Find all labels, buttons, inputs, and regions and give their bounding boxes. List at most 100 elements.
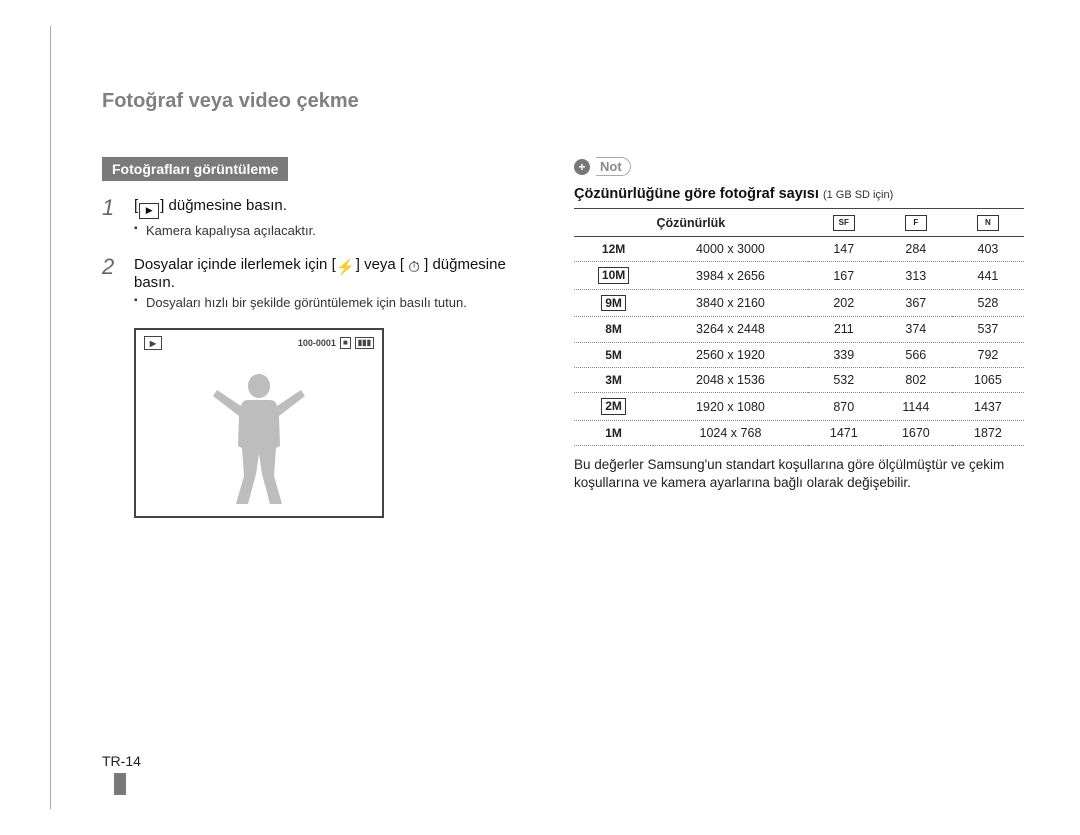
text: Çözünürlüğüne göre fotoğraf sayısı (574, 186, 819, 202)
plus-icon: + (574, 159, 590, 175)
quality-superfine-icon: SF (833, 215, 855, 231)
resolution-icon-cell: 9M (574, 289, 653, 316)
document-page: Fotoğraf veya video çekme Fotoğrafları g… (0, 0, 1080, 835)
col-header-quality-n: N (952, 209, 1024, 237)
photo-count-cell: 211 (808, 317, 880, 342)
page-number-text: TR-14 (102, 753, 141, 769)
photo-count-cell: 566 (880, 342, 952, 367)
battery-icon: ▮▮▮ (355, 337, 374, 349)
photo-count-cell: 1437 (952, 393, 1024, 420)
step-number: 2 (102, 256, 120, 315)
quality-indicator-icon: ■ (340, 337, 351, 349)
resolution-dimensions: 4000 x 3000 (653, 237, 808, 262)
text: ] düğmesine basın. (160, 197, 287, 214)
photo-count-cell: 313 (880, 262, 952, 289)
resolution-size-icon: 8M (602, 322, 625, 336)
flash-icon (337, 260, 355, 274)
quality-fine-icon: F (905, 215, 927, 231)
resolution-size-icon: 9M (601, 295, 626, 311)
photo-count-cell: 441 (952, 262, 1024, 289)
table-footnote: Bu değerler Samsung'un standart koşullar… (574, 456, 1024, 492)
resolution-size-icon: 10M (598, 267, 629, 283)
step-main-text: Dosyalar içinde ilerlemek için [ ] veya [… (134, 256, 542, 292)
resolution-dimensions: 3264 x 2448 (653, 317, 808, 342)
step-body: [ ] düğmesine basın. Kamera kapalıysa açı… (134, 197, 542, 242)
photo-count-cell: 537 (952, 317, 1024, 342)
resolution-table: Çözünürlük SF F N 12M4000 x 300014728440… (574, 208, 1024, 446)
photo-count-cell: 167 (808, 262, 880, 289)
page-number: TR-14 (102, 753, 141, 795)
step-number: 1 (102, 197, 120, 242)
photo-count-cell: 147 (808, 237, 880, 262)
text: ] veya [ (356, 256, 404, 273)
preview-status: 100-0001 ■ ▮▮▮ (298, 336, 374, 350)
resolution-icon-cell: 1M (574, 420, 653, 445)
playback-mode-icon (144, 336, 162, 350)
resolution-size-icon: 2M (601, 398, 626, 414)
col-header-quality-sf: SF (808, 209, 880, 237)
section-heading: Fotoğrafları görüntüleme (102, 157, 288, 181)
step: 1 [ ] düğmesine basın. Kamera kapalıysa a… (102, 197, 542, 242)
table-subheading: Çözünürlüğüne göre fotoğraf sayısı (1 GB… (574, 186, 1024, 202)
left-column: Fotoğrafları görüntüleme 1 [ ] düğmesine … (102, 157, 542, 518)
photo-count-cell: 1144 (880, 393, 952, 420)
timer-icon (405, 260, 423, 274)
col-header-resolution: Çözünürlük (574, 209, 808, 237)
resolution-dimensions: 1920 x 1080 (653, 393, 808, 420)
resolution-icon-cell: 3M (574, 367, 653, 392)
table-row: 3M2048 x 15365328021065 (574, 367, 1024, 392)
text: Dosyalar içinde ilerlemek için [ (134, 256, 336, 273)
step-sub-text: Dosyaları hızlı bir şekilde görüntülemek… (134, 295, 542, 310)
resolution-icon-cell: 10M (574, 262, 653, 289)
person-silhouette-icon (204, 366, 314, 516)
resolution-dimensions: 2048 x 1536 (653, 367, 808, 392)
photo-count-cell: 1065 (952, 367, 1024, 392)
page-title: Fotoğraf veya video çekme (102, 90, 1020, 113)
resolution-size-icon: 5M (602, 348, 625, 362)
table-row: 12M4000 x 3000147284403 (574, 237, 1024, 262)
step-main-text: [ ] düğmesine basın. (134, 197, 542, 219)
photo-count-cell: 532 (808, 367, 880, 392)
page-number-bar (114, 773, 126, 795)
file-counter: 100-0001 (298, 338, 336, 348)
table-row: 8M 3264 x 2448211374537 (574, 317, 1024, 342)
photo-count-cell: 870 (808, 393, 880, 420)
margin-rule (50, 26, 51, 809)
play-icon (139, 203, 159, 219)
resolution-dimensions: 3840 x 2160 (653, 289, 808, 316)
step-body: Dosyalar içinde ilerlemek için [ ] veya [… (134, 256, 542, 315)
resolution-icon-cell: 12M (574, 237, 653, 262)
resolution-icon-cell: 2M (574, 393, 653, 420)
photo-count-cell: 792 (952, 342, 1024, 367)
table-row: 10M 3984 x 2656167313441 (574, 262, 1024, 289)
resolution-dimensions: 3984 x 2656 (653, 262, 808, 289)
table-row: 1M1024 x 768147116701872 (574, 420, 1024, 445)
photo-count-cell: 374 (880, 317, 952, 342)
resolution-dimensions: 1024 x 768 (653, 420, 808, 445)
photo-count-cell: 339 (808, 342, 880, 367)
table-row: 5M 2560 x 1920339566792 (574, 342, 1024, 367)
quality-normal-icon: N (977, 215, 999, 231)
photo-count-cell: 802 (880, 367, 952, 392)
right-column: + Not Çözünürlüğüne göre fotoğraf sayısı… (574, 157, 1024, 518)
resolution-dimensions: 2560 x 1920 (653, 342, 808, 367)
text: [ (134, 197, 138, 214)
resolution-icon-cell: 5M (574, 342, 653, 367)
two-column-layout: Fotoğrafları görüntüleme 1 [ ] düğmesine … (102, 157, 1020, 518)
resolution-size-icon: 12M (599, 242, 628, 256)
step-sub-text: Kamera kapalıysa açılacaktır. (134, 223, 542, 238)
note-callout: + Not (574, 157, 631, 176)
photo-count-cell: 1872 (952, 420, 1024, 445)
note-label: Not (596, 157, 631, 176)
photo-count-cell: 528 (952, 289, 1024, 316)
photo-count-cell: 367 (880, 289, 952, 316)
table-header-row: Çözünürlük SF F N (574, 209, 1024, 237)
text: (1 GB SD için) (823, 189, 893, 201)
photo-count-cell: 403 (952, 237, 1024, 262)
steps-list: 1 [ ] düğmesine basın. Kamera kapalıysa a… (102, 197, 542, 314)
table-row: 9M3840 x 2160202367528 (574, 289, 1024, 316)
lcd-preview: 100-0001 ■ ▮▮▮ (134, 328, 384, 518)
photo-count-cell: 1471 (808, 420, 880, 445)
step: 2 Dosyalar içinde ilerlemek için [ ] veya… (102, 256, 542, 315)
table-row: 2M 1920 x 108087011441437 (574, 393, 1024, 420)
